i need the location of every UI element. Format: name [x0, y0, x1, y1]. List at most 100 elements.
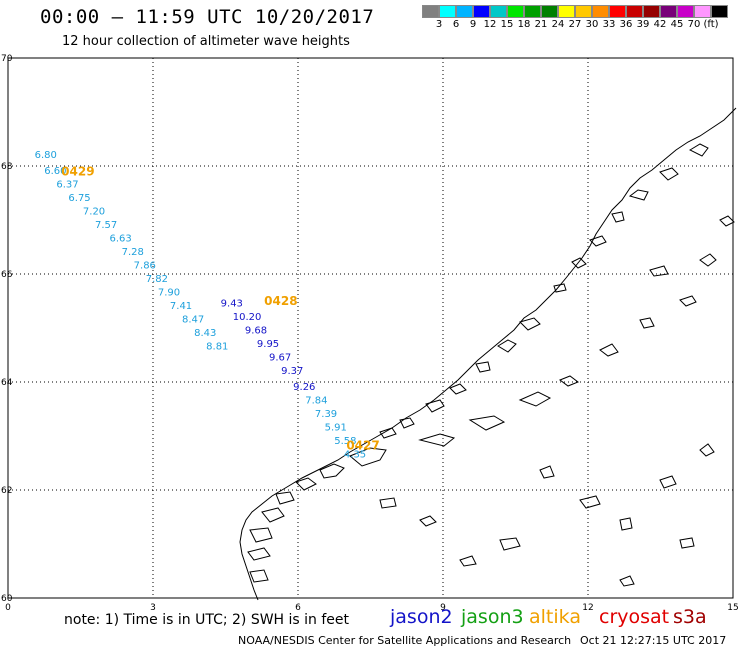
color-scale-label: 21	[534, 19, 548, 30]
color-scale-label: 39	[636, 19, 650, 30]
swh-value-label: 7.86	[134, 261, 156, 272]
latitude-tick-label: 70	[1, 54, 13, 64]
color-swatch	[422, 5, 439, 18]
color-scale-label: 3	[435, 19, 443, 30]
color-scale-label: 15	[500, 19, 514, 30]
color-swatch	[592, 5, 609, 18]
map-title: 00:00 — 11:59 UTC 10/20/2017	[40, 6, 375, 28]
swh-value-label: 6.37	[56, 180, 78, 191]
map-frame	[7, 57, 734, 599]
color-scale-labels: 3 6 9 12 15 18 21 24 27 30 33 36 39 42 45 70 (ft)	[422, 18, 728, 32]
color-scale-label: 12	[483, 19, 497, 30]
swh-value-label: 8.81	[206, 342, 228, 353]
credit-line: NOAA/NESDIS Center for Satellite Applica…	[238, 634, 572, 647]
legend-jason2: jason2	[390, 606, 453, 628]
latitude-tick-label: 68	[1, 162, 13, 172]
coastline-inland-lakes	[418, 215, 735, 447]
swh-value-label: 4.35	[344, 450, 366, 461]
color-scale-label: 24	[551, 19, 565, 30]
color-scale-legend: 3 6 9 12 15 18 21 24 27 30 33 36 39 42 45 70 (ft)	[422, 5, 728, 32]
swh-value-label: 7.20	[83, 207, 105, 218]
graticule	[7, 57, 734, 599]
coastline-norway-main	[239, 107, 737, 601]
color-scale-label: 70	[687, 19, 701, 30]
longitude-tick-label: 6	[295, 603, 301, 613]
longitude-tick-label: 15	[727, 603, 738, 613]
color-scale-swatches	[422, 5, 728, 18]
swh-value-label: 9.67	[269, 352, 291, 363]
legend-cryosat: cryosat	[599, 606, 670, 628]
swh-value-label: 7.41	[170, 301, 192, 312]
color-swatch	[456, 5, 473, 18]
longitude-tick-label: 9	[440, 603, 446, 613]
swh-value-label: 9.68	[245, 325, 267, 336]
color-swatch	[643, 5, 660, 18]
color-scale-label: 18	[517, 19, 531, 30]
swh-value-label: 7.82	[146, 274, 168, 285]
swh-value-label: 6.60	[44, 166, 66, 177]
coastline-sweden-lakes	[379, 443, 715, 587]
latitude-tick-label: 66	[1, 270, 13, 280]
latitude-tick-label: 62	[1, 486, 12, 496]
swh-value-label: 7.39	[315, 409, 337, 420]
pass-number-label: 0427	[346, 439, 379, 453]
swh-value-label: 7.28	[122, 247, 144, 258]
swh-value-label: 7.57	[95, 220, 117, 231]
swh-value-label: 6.80	[35, 150, 57, 161]
coastline	[239, 107, 737, 601]
map-axes: 70 68 66 64 62 600 3 6 9 12 15	[1, 54, 739, 613]
color-swatch	[541, 5, 558, 18]
color-scale-label: (ft)	[703, 19, 719, 30]
color-scale-label: 33	[602, 19, 616, 30]
color-swatch	[439, 5, 456, 18]
legend-jason3: jason3	[461, 606, 524, 628]
color-scale-label: 6	[452, 19, 460, 30]
color-swatch	[507, 5, 524, 18]
swh-value-label: 8.47	[182, 315, 204, 326]
color-swatch	[609, 5, 626, 18]
coastline-islands-central	[379, 317, 541, 439]
swh-value-label: 10.20	[233, 312, 262, 323]
color-swatch	[490, 5, 507, 18]
color-swatch	[575, 5, 592, 18]
swh-value-label: 5.58	[334, 436, 356, 447]
swh-value-label: 6.75	[68, 193, 90, 204]
swh-value-label: 6.63	[110, 234, 132, 245]
map-subtitle: 12 hour collection of altimeter wave hei…	[62, 34, 350, 49]
legend-s3a: s3a	[673, 606, 707, 628]
latitude-tick-label: 64	[1, 378, 13, 388]
color-scale-label: 42	[653, 19, 667, 30]
longitude-tick-label: 12	[582, 603, 593, 613]
swh-value-label: 7.90	[158, 288, 180, 299]
color-swatch	[626, 5, 643, 18]
color-swatch	[711, 5, 728, 18]
color-scale-label: 27	[568, 19, 582, 30]
longitude-tick-label: 0	[5, 603, 11, 613]
satellite-track: 6.80 6.60 6.37 6.75 7.20 7.57 6.63 7.28 7.86 7.82…	[35, 150, 380, 461]
longitude-tick-label: 3	[150, 603, 156, 613]
coastline-islands-north	[553, 143, 709, 293]
swh-value-label: 9.43	[221, 298, 243, 309]
units-note: note: 1) Time is in UTC; 2) SWH is in fe…	[64, 612, 350, 628]
color-swatch	[524, 5, 541, 18]
swh-value-label: 9.26	[293, 382, 315, 393]
color-scale-label: 36	[619, 19, 633, 30]
color-swatch	[677, 5, 694, 18]
swh-value-label: 9.37	[281, 366, 303, 377]
latitude-tick-label: 60	[1, 594, 13, 604]
color-scale-label: 30	[585, 19, 599, 30]
generated-timestamp: Oct 21 12:27:15 UTC 2017	[580, 634, 727, 647]
swh-value-label: 5.91	[325, 423, 347, 434]
color-scale-label: 9	[469, 19, 477, 30]
color-swatch	[694, 5, 711, 18]
pass-number-label: 0429	[61, 165, 94, 179]
pass-number-label: 0428	[264, 294, 297, 308]
color-scale-label: 45	[670, 19, 684, 30]
swh-value-label: 9.95	[257, 339, 279, 350]
color-swatch	[660, 5, 677, 18]
swh-value-label: 8.43	[194, 328, 216, 339]
coastline-fjords-south	[247, 447, 387, 583]
legend-altika: altika	[529, 606, 581, 628]
